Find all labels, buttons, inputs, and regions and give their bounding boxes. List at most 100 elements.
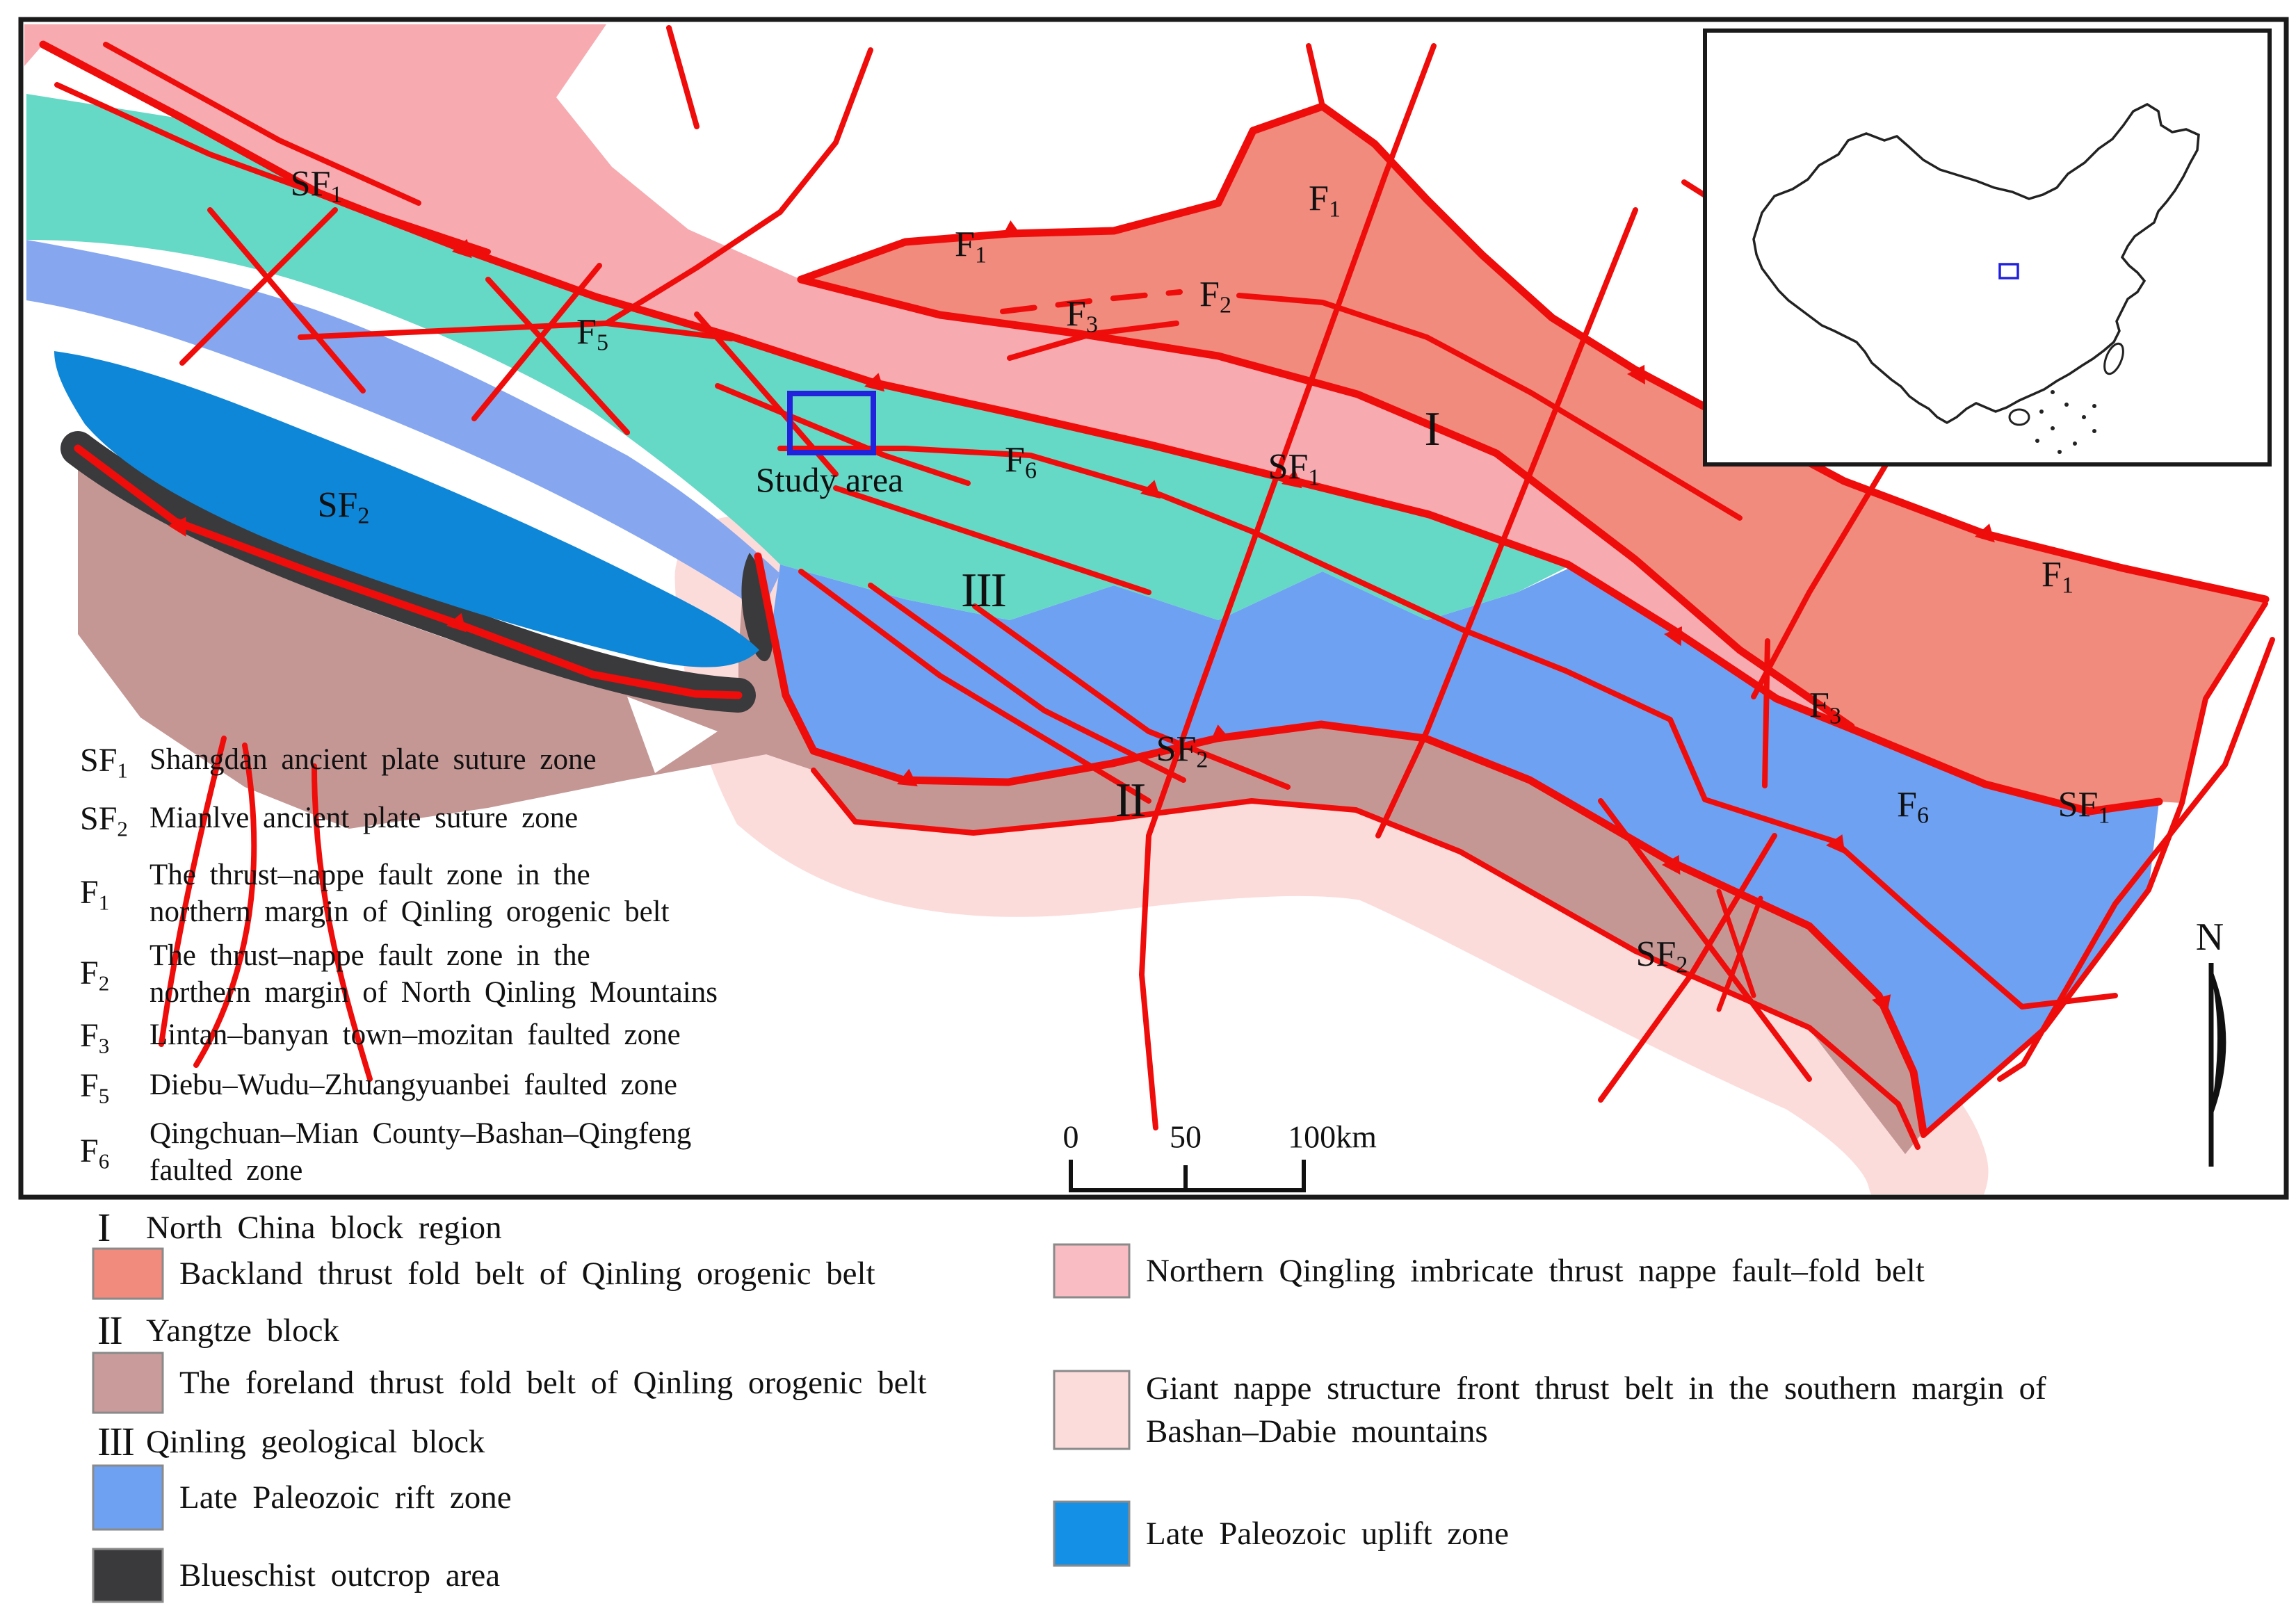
study-area-marker (787, 391, 876, 455)
fault-ne-cross (604, 47, 873, 326)
fault-x2 (179, 207, 338, 366)
label-F2: F2 (1199, 275, 1231, 318)
region-giant-nappe-front-belt (674, 516, 1989, 1194)
fault-blue-2 (868, 583, 1186, 783)
fault-east-edge-1 (1921, 601, 2268, 1138)
label-SF2-mid: SF2 (1156, 729, 1208, 773)
label-F3-east: F3 (1809, 686, 1841, 729)
region-qinling-block-teal (26, 94, 1568, 620)
label-SF1-east: SF1 (2057, 785, 2110, 829)
fault-x3 (485, 277, 630, 435)
scale-100: 100km (1288, 1119, 1377, 1155)
label-F5: F5 (576, 312, 608, 356)
south-china-sea-islands (2035, 390, 2096, 454)
scale-0: 0 (1062, 1119, 1079, 1155)
region-late-paleozoic-uplift (54, 351, 759, 667)
label-SF1-west: SF1 (290, 164, 343, 208)
region-blueschist-teardrop (741, 553, 773, 662)
fault-F6 (777, 446, 2118, 1009)
label-SF2-south: SF2 (1635, 934, 1688, 978)
fault-cross-se-2 (1598, 833, 1777, 1103)
fault-sw-2 (193, 743, 257, 1068)
fault-nw-2 (103, 42, 421, 206)
fault-F2 (1236, 293, 1743, 521)
fault-cross-se-1 (1598, 798, 1812, 1082)
white-wedge (627, 697, 718, 773)
label-roman-III: III (961, 564, 1007, 617)
key-row-F6: F6 Qingchuan–Mian County–Bashan–Qingfeng… (80, 1117, 692, 1187)
fault-sw-1 (159, 736, 227, 1047)
label-F6-west: F6 (1005, 440, 1037, 484)
label-F3-west: F3 (1066, 294, 1098, 338)
legend-north-china-block: I North China block region (97, 1205, 502, 1250)
key-row-F2: F2 The thrust–nappe fault zone in the nor… (80, 939, 718, 1009)
fault-small-x2 (1716, 895, 1763, 1012)
label-roman-II: II (1115, 774, 1147, 827)
legend-foreland-belt: The foreland thrust fold belt of Qinling… (92, 1352, 927, 1414)
label-F1-mid: F1 (955, 225, 987, 268)
legend-backland-belt: Backland thrust fold belt of Qinling oro… (92, 1247, 875, 1300)
legend-uplift-zone: Late Paleozoic uplift zone (1053, 1500, 1509, 1567)
swatch-giant-nappe (1053, 1370, 1131, 1450)
swatch-blueschist (92, 1548, 164, 1603)
thrust-teeth (168, 220, 1995, 1014)
fault-x5 (694, 311, 839, 477)
fault-teal-internal (833, 485, 1151, 595)
fault-foreland-south (811, 768, 1921, 1150)
fault-F1-north (797, 102, 2270, 603)
label-SF1-mid: SF1 (1268, 447, 1320, 491)
label-roman-I: I (1424, 403, 1440, 456)
china-inset (1703, 29, 2272, 467)
legend-giant-nappe: Giant nappe structure front thrust belt … (1053, 1367, 2046, 1453)
swatch-foreland (92, 1352, 164, 1414)
fault-lines (39, 25, 2275, 1150)
fault-SF1-east (1847, 724, 2163, 816)
swatch-imbricate (1053, 1243, 1131, 1299)
fault-x1 (207, 207, 366, 394)
label-SF2-west: SF2 (317, 485, 370, 529)
swatch-backland (92, 1247, 164, 1300)
scale-bar (1069, 1160, 1306, 1192)
key-row-SF2: SF2 Mianlve ancient plate suture zone (80, 800, 579, 841)
hainan-island (2008, 408, 2030, 426)
china-outline (1752, 102, 2200, 425)
legend-rift-zone: Late Paleozoic rift zone (92, 1464, 512, 1531)
fault-x4 (471, 263, 602, 421)
fault-small-x1 (1716, 889, 1756, 998)
swatch-rift (92, 1464, 164, 1531)
north-arrow-icon (2208, 963, 2226, 1167)
swatch-uplift (1053, 1500, 1131, 1567)
key-row-F3: F3 Lintan–banyan town–mozitan faulted zo… (80, 1017, 681, 1058)
study-area-label: Study area (755, 460, 904, 499)
taiwan-island (2103, 342, 2124, 375)
inset-border (1703, 29, 2272, 467)
fault-F3-west (1007, 321, 1179, 361)
legend-qinling-block: III Qinling geological block (97, 1419, 485, 1464)
north-label: N (2195, 916, 2224, 959)
key-row-SF1: SF1 Shangdan ancient plate suture zone (80, 742, 597, 783)
label-F1-east: F1 (2042, 555, 2073, 599)
inset-study-area-marker (1998, 263, 2019, 279)
legend-blueschist: Blueschist outcrop area (92, 1548, 500, 1603)
legend-imbricate-belt: Northern Qingling imbricate thrust nappe… (1053, 1243, 1925, 1299)
fault-sw-3 (312, 763, 373, 1082)
fault-long-diagonal-1 (1139, 43, 1437, 1130)
fault-blue-3 (972, 603, 1291, 790)
fault-south-boundary (754, 552, 1927, 1136)
fault-nw-1 (54, 82, 491, 254)
label-F6-east: F6 (1897, 785, 1929, 829)
key-row-F1: F1 The thrust–nappe fault zone in the nor… (80, 859, 670, 928)
fault-F3-east (1762, 638, 1770, 788)
fault-long-diagonal-2 (1375, 207, 1638, 838)
scale-50: 50 (1170, 1119, 1202, 1155)
fault-study-area (715, 383, 971, 486)
label-F1-top: F1 (1309, 179, 1341, 222)
region-northern-qingling-imbricate-belt (24, 24, 1851, 727)
fault-top-short (666, 25, 700, 129)
fault-east-edge-2 (1997, 637, 2275, 1082)
fault-salmon-south (797, 275, 1855, 731)
key-row-F5: F5 Diebu–Wudu–Zhuangyuanbei faulted zone (80, 1067, 677, 1108)
fault-bulge-spur (1306, 43, 1325, 109)
fault-blue-1 (798, 569, 1151, 804)
